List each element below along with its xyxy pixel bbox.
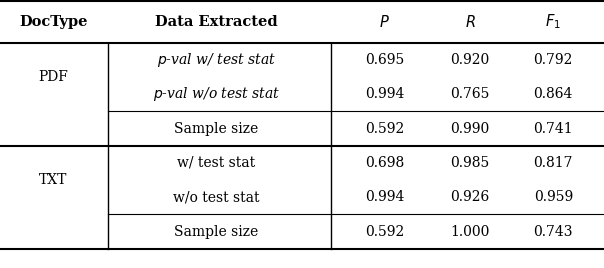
Text: $\mathit{R}$: $\mathit{R}$ (464, 14, 475, 30)
Text: $\mathit{P}$: $\mathit{P}$ (379, 14, 390, 30)
Text: 0.695: 0.695 (365, 53, 404, 67)
Text: 0.743: 0.743 (533, 225, 573, 239)
Text: PDF: PDF (38, 70, 68, 84)
Text: w/o test stat: w/o test stat (173, 190, 260, 204)
Text: Sample size: Sample size (174, 122, 259, 136)
Text: Data Extracted: Data Extracted (155, 15, 278, 29)
Text: 0.990: 0.990 (451, 122, 489, 136)
Text: 0.994: 0.994 (365, 87, 405, 101)
Text: 0.765: 0.765 (450, 87, 490, 101)
Text: 0.920: 0.920 (451, 53, 489, 67)
Text: $p$-val w/o test stat: $p$-val w/o test stat (153, 85, 280, 103)
Text: $\mathit{F}_1$: $\mathit{F}_1$ (545, 13, 561, 31)
Text: 0.592: 0.592 (365, 225, 404, 239)
Text: 0.741: 0.741 (533, 122, 573, 136)
Text: 0.698: 0.698 (365, 156, 404, 170)
Text: 0.864: 0.864 (533, 87, 573, 101)
Text: 0.926: 0.926 (451, 190, 489, 204)
Text: Sample size: Sample size (174, 225, 259, 239)
Text: TXT: TXT (39, 173, 67, 187)
Text: 0.959: 0.959 (534, 190, 573, 204)
Text: 1.000: 1.000 (450, 225, 490, 239)
Text: 0.985: 0.985 (451, 156, 489, 170)
Text: $p$-val w/ test stat: $p$-val w/ test stat (157, 51, 275, 69)
Text: 0.817: 0.817 (533, 156, 573, 170)
Text: 0.994: 0.994 (365, 190, 405, 204)
Text: 0.592: 0.592 (365, 122, 404, 136)
Text: DocType: DocType (19, 15, 88, 29)
Text: w/ test stat: w/ test stat (177, 156, 255, 170)
Text: 0.792: 0.792 (533, 53, 573, 67)
